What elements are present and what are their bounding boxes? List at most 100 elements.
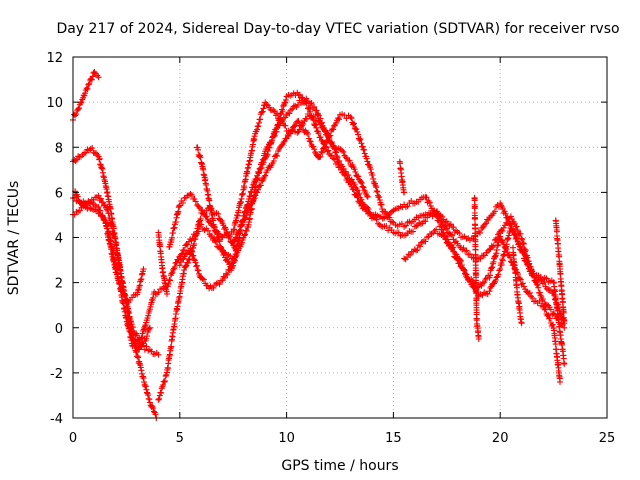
data-point	[520, 249, 527, 256]
data-point	[395, 229, 402, 236]
data-point	[228, 263, 235, 270]
data-point	[334, 159, 341, 166]
data-point	[274, 152, 280, 159]
data-point	[202, 213, 209, 219]
data-point	[145, 392, 152, 399]
data-point	[76, 105, 82, 112]
data-point	[310, 143, 317, 150]
data-point	[307, 108, 314, 115]
data-point	[155, 396, 162, 403]
data-point	[492, 277, 499, 283]
data-point	[364, 193, 371, 200]
data-point	[296, 91, 303, 98]
data-point	[306, 138, 313, 145]
data-point	[184, 241, 191, 248]
data-point	[261, 173, 268, 180]
data-point	[322, 128, 328, 135]
chart-title: Day 217 of 2024, Sidereal Day-to-day VTE…	[56, 21, 619, 37]
data-point	[190, 252, 197, 259]
data-point	[73, 156, 80, 163]
data-point	[443, 226, 450, 232]
data-point	[263, 101, 270, 108]
data-point	[535, 284, 542, 291]
data-point	[472, 215, 478, 222]
grid-lines	[73, 57, 607, 418]
data-point	[346, 157, 353, 164]
data-point	[279, 108, 286, 115]
data-point	[194, 202, 201, 209]
data-point	[82, 149, 89, 156]
data-point	[317, 134, 324, 141]
data-point	[241, 184, 248, 191]
data-point	[144, 333, 150, 340]
data-point	[317, 153, 324, 160]
data-point	[216, 281, 223, 288]
data-point	[457, 257, 464, 263]
data-point	[286, 110, 293, 117]
data-point	[131, 338, 138, 345]
data-point	[354, 194, 361, 201]
y-tick-label: -2	[50, 367, 63, 382]
data-point	[529, 294, 536, 301]
data-point	[519, 280, 526, 287]
data-point	[176, 262, 183, 269]
x-tick-label: 5	[176, 431, 184, 446]
data-point	[356, 137, 363, 144]
data-point	[97, 161, 104, 168]
data-point	[499, 257, 506, 264]
data-point	[231, 257, 238, 264]
data-point	[167, 277, 174, 284]
data-point	[150, 405, 157, 412]
data-point	[281, 100, 288, 107]
data-point	[88, 76, 95, 83]
data-point	[522, 257, 529, 264]
x-axis-label: GPS time / hours	[281, 458, 398, 474]
data-point	[270, 158, 277, 164]
data-point	[232, 234, 239, 241]
data-point	[218, 233, 225, 240]
data-point	[204, 282, 211, 289]
data-point	[437, 213, 443, 220]
data-point	[317, 115, 324, 122]
data-point	[276, 122, 283, 129]
data-point	[107, 221, 114, 228]
data-point	[135, 287, 142, 294]
data-point	[181, 246, 188, 253]
data-point	[137, 364, 144, 371]
data-point	[222, 226, 229, 233]
data-point	[561, 360, 568, 367]
data-point	[315, 130, 322, 137]
data-point	[453, 251, 460, 258]
data-point	[367, 166, 374, 173]
data-point	[410, 228, 416, 235]
data-point	[489, 264, 496, 271]
data-point	[513, 223, 520, 230]
data-point	[241, 232, 248, 239]
data-point	[373, 216, 380, 223]
data-point	[89, 73, 96, 80]
data-point	[350, 121, 357, 128]
data-point	[478, 282, 485, 289]
data-point	[100, 173, 107, 180]
data-point	[417, 243, 424, 250]
data-point	[502, 210, 509, 217]
data-point	[141, 379, 148, 386]
data-point	[490, 242, 497, 249]
y-tick-label: 0	[55, 322, 63, 337]
data-point	[143, 343, 150, 350]
data-point	[187, 190, 194, 197]
data-point	[367, 210, 374, 217]
data-point	[143, 335, 150, 342]
data-point	[108, 222, 115, 229]
data-point	[139, 339, 146, 346]
data-point	[311, 103, 318, 110]
data-point	[331, 156, 338, 163]
data-point	[541, 300, 548, 307]
data-point	[383, 223, 390, 229]
data-point	[162, 378, 168, 384]
data-point	[143, 386, 150, 393]
data-point	[450, 244, 457, 251]
data-point	[77, 99, 84, 106]
data-point	[75, 197, 82, 204]
